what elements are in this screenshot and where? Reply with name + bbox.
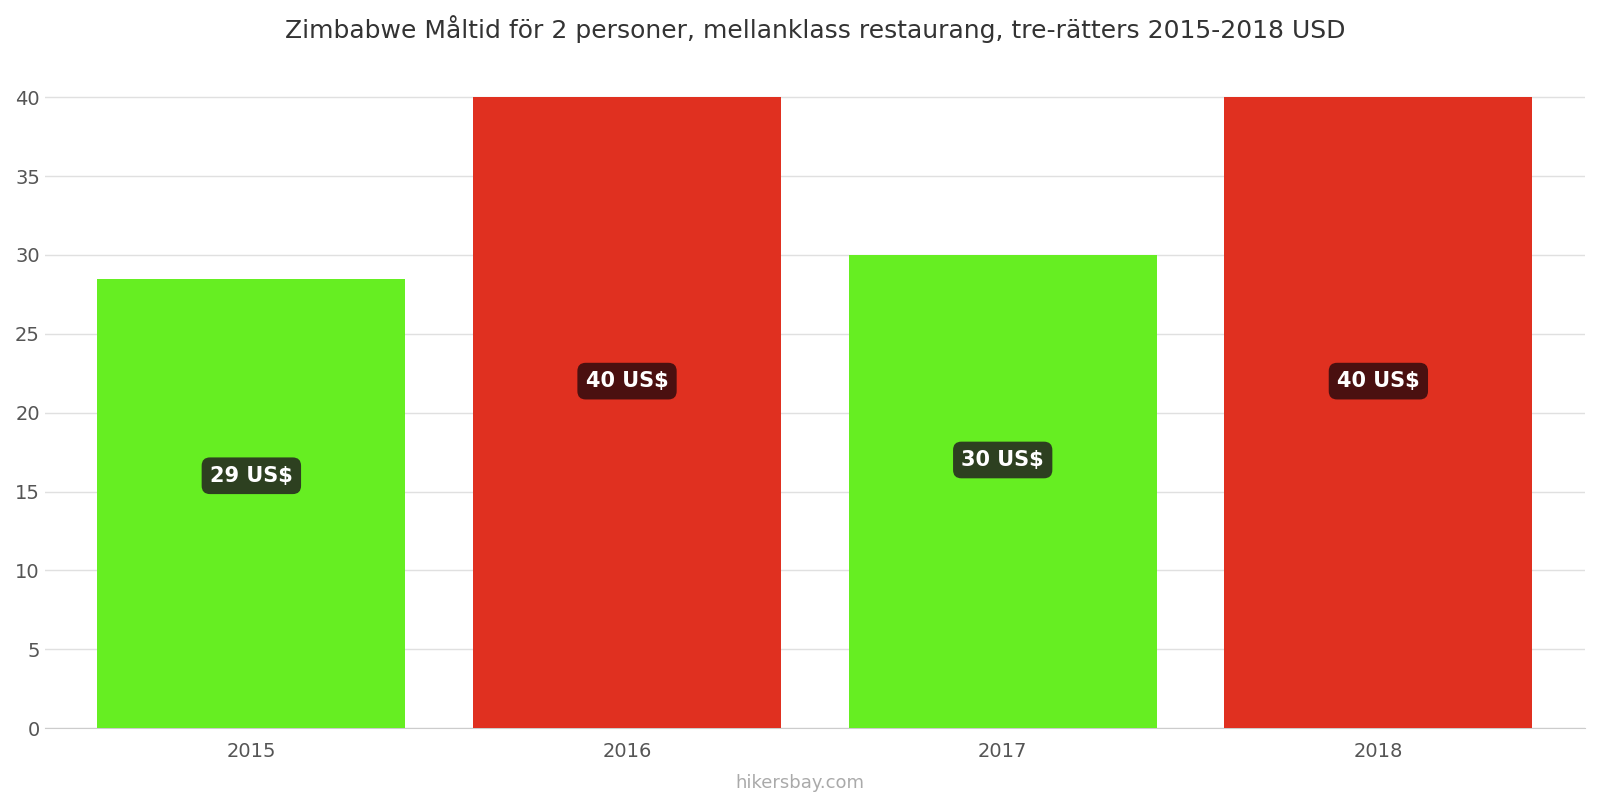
Text: 30 US$: 30 US$ bbox=[962, 450, 1045, 470]
Bar bbox=[98, 278, 405, 728]
Bar bbox=[1224, 98, 1533, 728]
Bar bbox=[848, 255, 1157, 728]
Text: 29 US$: 29 US$ bbox=[210, 466, 293, 486]
Bar bbox=[474, 98, 781, 728]
Title: Zimbabwe Måltid för 2 personer, mellanklass restaurang, tre-rätters 2015-2018 US: Zimbabwe Måltid för 2 personer, mellankl… bbox=[285, 15, 1346, 43]
Text: hikersbay.com: hikersbay.com bbox=[736, 774, 864, 792]
Text: 40 US$: 40 US$ bbox=[586, 371, 669, 391]
Text: 40 US$: 40 US$ bbox=[1338, 371, 1419, 391]
